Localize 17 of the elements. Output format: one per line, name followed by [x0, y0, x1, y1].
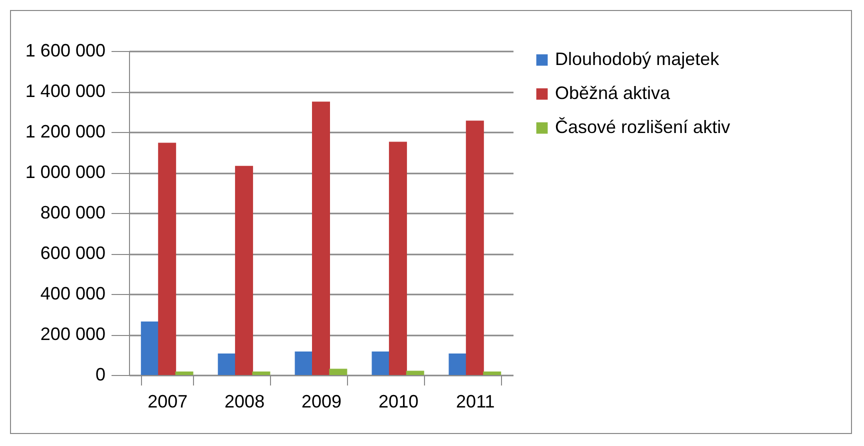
y-tick-label: 1 000 000	[25, 162, 106, 182]
y-tick-label: 1 400 000	[25, 81, 106, 101]
legend-label: Dlouhodobý majetek	[555, 49, 720, 69]
x-tick-label: 2007	[148, 392, 188, 412]
legend-label: Časové rozlišení aktiv	[555, 117, 730, 137]
y-tick-label: 1 200 000	[25, 122, 106, 142]
x-tick-label: 2009	[301, 392, 342, 412]
legend-label: Oběžná aktiva	[555, 83, 672, 103]
y-tick-label: 0	[95, 364, 106, 384]
x-tick-label: 2010	[378, 392, 418, 412]
y-tick-label: 1 600 000	[25, 40, 106, 60]
y-tick-label: 400 000	[40, 284, 106, 304]
x-tick-label: 2008	[224, 392, 265, 412]
y-tick-label: 600 000	[40, 243, 106, 263]
y-tick-label: 200 000	[40, 324, 106, 344]
y-tick-label: 800 000	[40, 202, 106, 222]
x-tick-label: 2011	[456, 392, 495, 412]
